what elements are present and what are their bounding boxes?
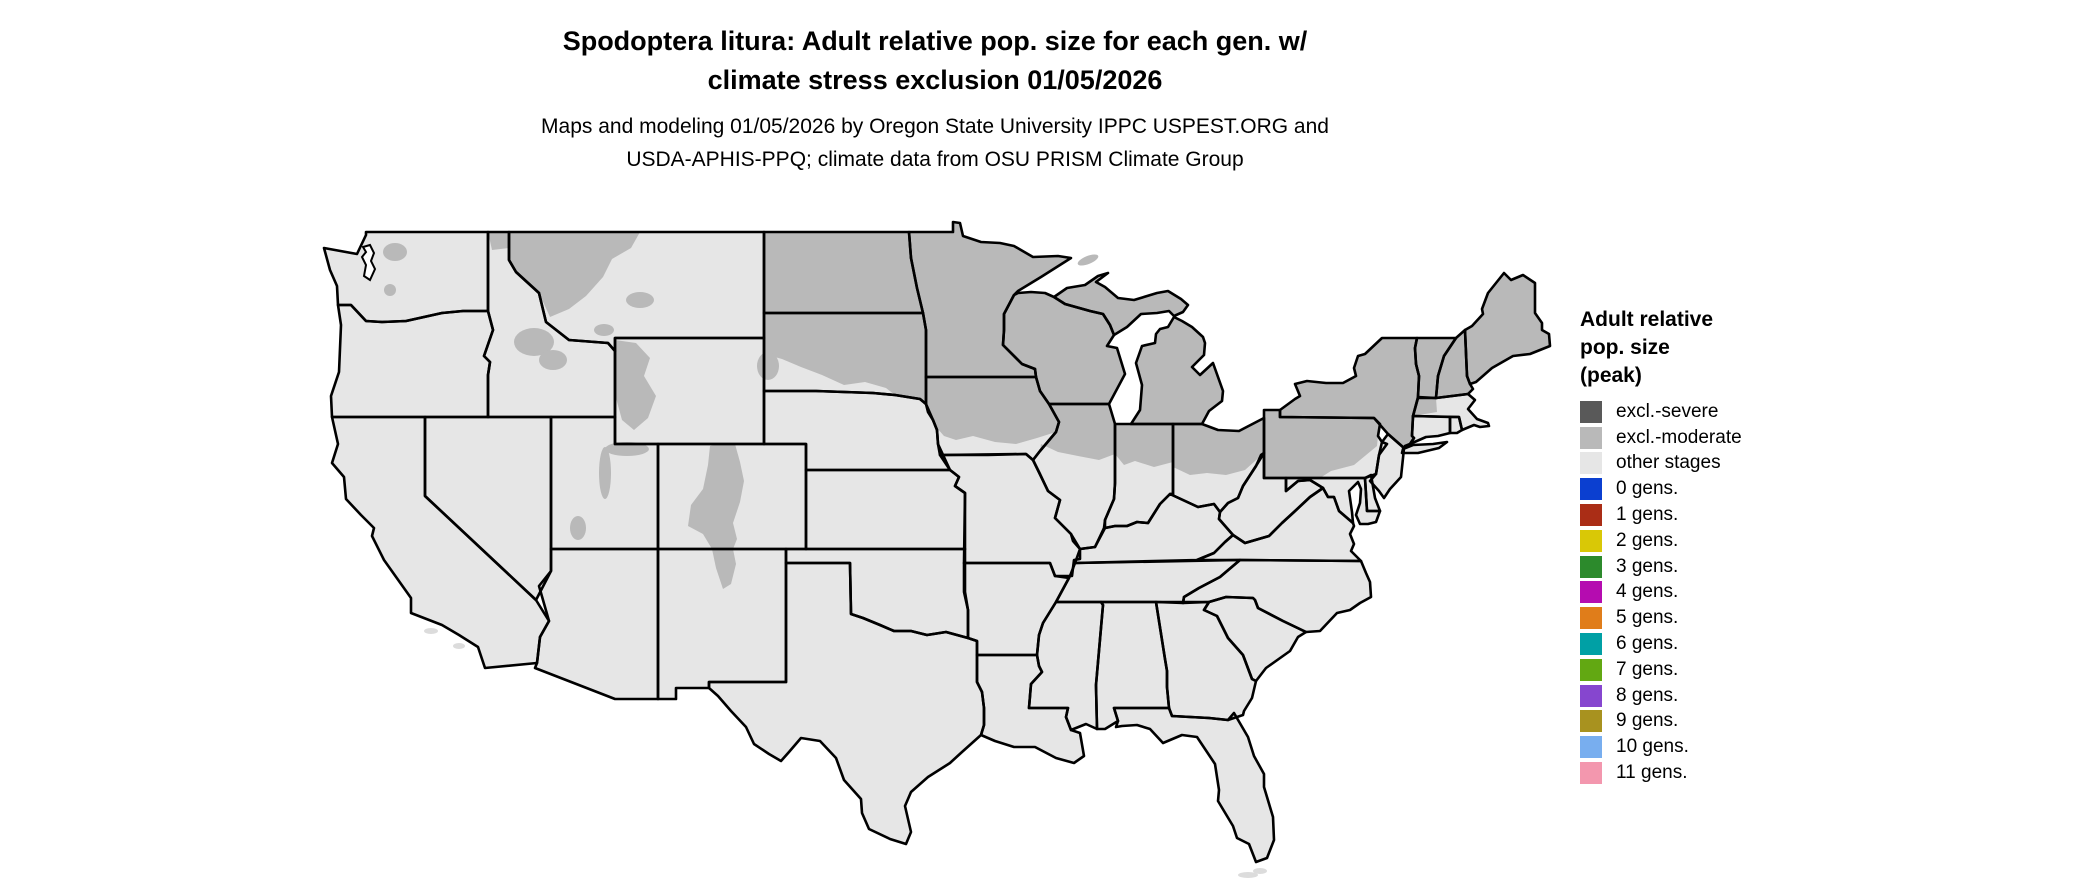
channel-islands [424,628,438,634]
legend-item-4-gens: 4 gens. [1580,580,1840,606]
legend-title-line2: pop. size [1580,336,1670,359]
map-subtitle-line2: USDA-APHIS-PPQ; climate data from OSU PR… [626,148,1244,171]
legend-item-10-gens: 10 gens. [1580,734,1840,760]
channel-islands [453,643,465,649]
legend-item-excl-moderate: excl.-moderate [1580,425,1840,451]
legend-item-11-gens: 11 gens. [1580,760,1840,786]
legend-item-9-gens: 9 gens. [1580,709,1840,735]
isle-royale [1077,254,1099,266]
legend-swatch-10-gens [1580,736,1602,759]
map-subtitle-line1: Maps and modeling 01/05/2026 by Oregon S… [541,115,1329,138]
florida-keys [1238,872,1258,878]
legend-swatch-9-gens [1580,710,1602,733]
legend-item-1-gens: 1 gens. [1580,502,1840,528]
legend-item-3-gens: 3 gens. [1580,554,1840,580]
legend-swatch-3-gens [1580,555,1602,578]
map-subtitle: Maps and modeling 01/05/2026 by Oregon S… [135,110,1735,176]
map-title-line1: Spodoptera litura: Adult relative pop. s… [562,26,1308,56]
legend-swatch-1-gens [1580,504,1602,527]
map-layer-base-fills [324,222,1550,862]
legend-item-6-gens: 6 gens. [1580,631,1840,657]
legend-swatch-11-gens [1580,762,1602,785]
legend-item-other-stages: other stages [1580,451,1840,477]
legend-swatch-excl-severe [1580,400,1602,423]
legend-swatch-6-gens [1580,633,1602,656]
legend-item-excl-severe: excl.-severe [1580,399,1840,425]
legend-title: Adult relative pop. size (peak) [1580,306,1840,390]
map-layer-islands [424,628,1267,878]
legend-title-line1: Adult relative [1580,308,1714,331]
legend-swatch-7-gens [1580,658,1602,681]
map-title-line2: climate stress exclusion 01/05/2026 [707,65,1163,95]
legend-title-line3: (peak) [1580,364,1642,387]
legend-swatch-4-gens [1580,581,1602,604]
legend-swatch-2-gens [1580,529,1602,552]
map-layer-excl-moderate [383,232,1437,589]
legend-item-2-gens: 2 gens. [1580,528,1840,554]
legend-swatch-0-gens [1580,478,1602,501]
puget-sound [360,243,377,282]
map-title: Spodoptera litura: Adult relative pop. s… [135,22,1735,100]
legend-swatch-excl-moderate [1580,426,1602,449]
legend-item-5-gens: 5 gens. [1580,605,1840,631]
legend: Adult relative pop. size (peak) excl.-se… [1580,306,1840,786]
legend-swatch-other-stages [1580,452,1602,475]
legend-item-7-gens: 7 gens. [1580,657,1840,683]
legend-swatch-8-gens [1580,684,1602,707]
map-layer-state-borders [322,220,1552,864]
legend-swatch-5-gens [1580,607,1602,630]
florida-keys [1253,868,1267,874]
legend-item-8-gens: 8 gens. [1580,683,1840,709]
legend-rows: excl.-severe excl.-moderate other stages… [1580,399,1840,786]
legend-item-0-gens: 0 gens. [1580,476,1840,502]
